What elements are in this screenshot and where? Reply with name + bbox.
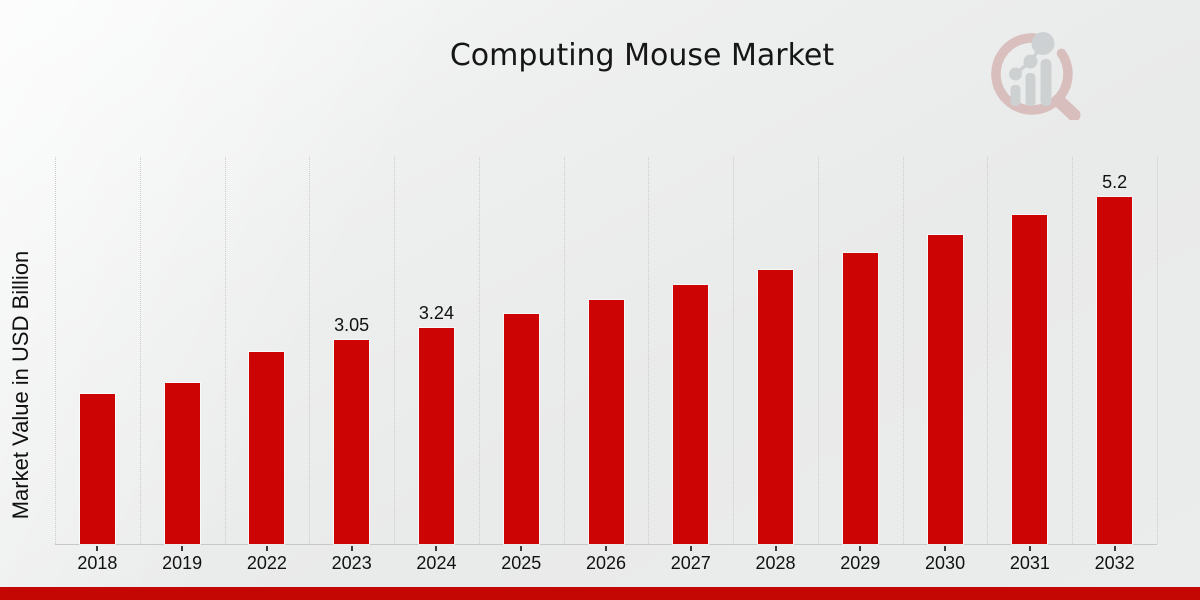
logo-dot-small: [1009, 67, 1022, 81]
bar-2032: [1097, 196, 1133, 544]
bar-2025: [503, 314, 539, 544]
x-tick-label-2027: 2027: [670, 553, 711, 573]
gridline: [1157, 157, 1158, 544]
gridline: [224, 157, 226, 544]
bar-value-label-2032: 5.2: [1102, 171, 1128, 192]
x-tick-label-2019: 2019: [162, 553, 203, 573]
bar-2029: [842, 252, 878, 544]
x-tick: [605, 546, 607, 551]
x-tick-label-2025: 2025: [501, 553, 542, 573]
logo-dot-large: [1031, 32, 1055, 55]
x-tick-label-2022: 2022: [246, 553, 287, 573]
x-tick-label-2028: 2028: [755, 553, 796, 573]
x-tick: [265, 546, 268, 551]
x-tick: [520, 546, 523, 551]
x-tick-label-2031: 2031: [1009, 553, 1050, 573]
bar-value-label-2023: 3.05: [334, 315, 370, 336]
gridline: [733, 157, 735, 544]
x-tick: [689, 546, 692, 551]
bar-2030: [927, 234, 963, 544]
x-tick-label-2024: 2024: [416, 553, 457, 573]
y-axis-label: Market Value in USD Billion: [8, 250, 33, 520]
x-tick: [350, 546, 353, 551]
x-tick: [944, 546, 947, 551]
gridline: [394, 157, 396, 544]
bar-2023: [334, 340, 370, 544]
logo-dot-medium: [1023, 54, 1038, 69]
logo-bar-medium: [1025, 73, 1036, 106]
logo-bar-small: [1010, 85, 1021, 106]
gridline: [987, 157, 989, 544]
x-tick-label-2032: 2032: [1094, 553, 1135, 573]
x-tick-label-2030: 2030: [925, 553, 966, 573]
footer-red-band: [0, 587, 1200, 600]
bar-2026: [588, 300, 624, 544]
chart-title: Computing Mouse Market: [449, 38, 835, 73]
bar-2019: [164, 383, 200, 544]
bar-2028: [758, 269, 794, 544]
gridline: [309, 157, 311, 544]
x-tick-label-2026: 2026: [585, 553, 627, 573]
bar-2024: [418, 327, 454, 544]
x-tick: [1113, 546, 1116, 551]
x-tick-label-2029: 2029: [840, 553, 881, 573]
x-tick-label-2023: 2023: [331, 553, 372, 573]
x-tick: [181, 546, 184, 551]
gridline: [563, 157, 565, 544]
gridline: [1072, 157, 1074, 544]
gridline: [478, 157, 480, 544]
gridline: [55, 157, 56, 544]
logo-bar-large: [1040, 59, 1052, 106]
x-tick-label-2018: 2018: [77, 553, 118, 573]
bar-2027: [673, 284, 709, 544]
x-tick: [774, 546, 777, 551]
gridline: [648, 157, 650, 544]
x-tick: [1028, 546, 1031, 551]
magnifier-handle: [1052, 94, 1081, 120]
bar-2018: [79, 393, 115, 544]
x-tick: [859, 546, 862, 551]
x-tick: [96, 546, 99, 551]
bar-value-label-2024: 3.24: [418, 302, 454, 323]
plot-area: 2018 2019 2022 3.05 2023 3.24 2024 2025 2026 2027…: [55, 157, 1158, 573]
bar-2022: [249, 352, 285, 544]
magnifier-ring: [991, 33, 1073, 115]
magnifier-bar-chart-logo-icon: [991, 32, 1081, 120]
gridline: [817, 157, 819, 544]
bar-2031: [1012, 215, 1048, 544]
gridline: [902, 157, 904, 544]
x-tick: [435, 546, 438, 551]
gridline: [139, 157, 141, 544]
logo-trend-line: [1014, 42, 1045, 76]
